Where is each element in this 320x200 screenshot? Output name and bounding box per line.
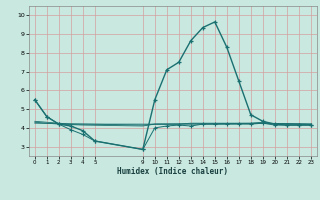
X-axis label: Humidex (Indice chaleur): Humidex (Indice chaleur) xyxy=(117,167,228,176)
